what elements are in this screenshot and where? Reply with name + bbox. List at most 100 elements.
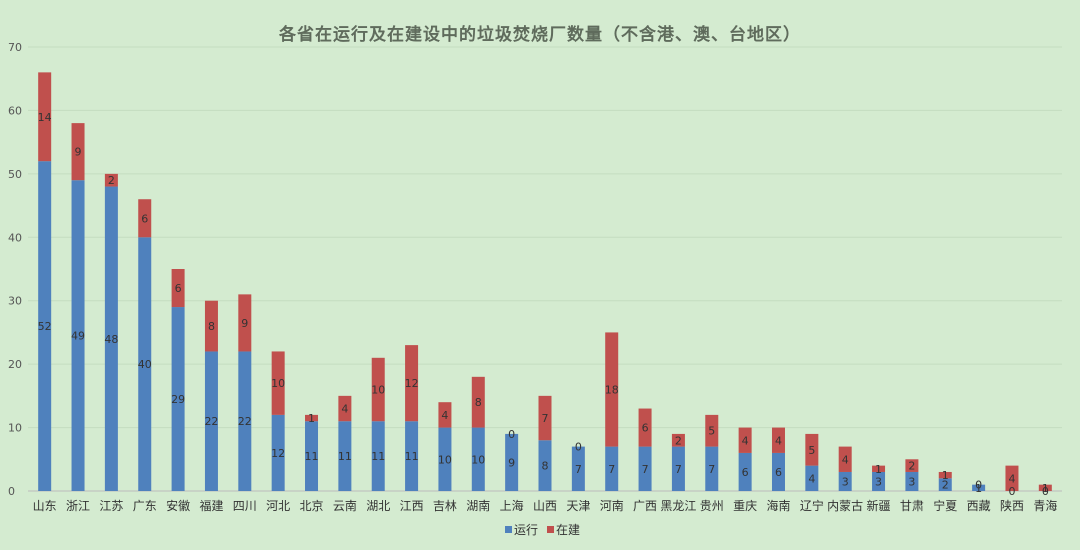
data-label-running: 1 (975, 482, 982, 495)
category-label: 北京 (300, 499, 324, 513)
category-label: 江苏 (99, 499, 123, 513)
category-label: 甘肃 (900, 499, 924, 513)
data-label-construction: 7 (542, 412, 549, 425)
data-label-construction: 6 (141, 212, 148, 225)
category-label: 江西 (400, 499, 424, 513)
legend-label: 运行 (514, 523, 538, 537)
bar-segment-running (638, 446, 652, 491)
y-tick-label: 10 (8, 422, 22, 435)
bar-segment-running (305, 421, 319, 491)
bar-segment-running (71, 180, 85, 491)
data-label-running: 7 (708, 463, 715, 476)
category-label: 新疆 (867, 498, 891, 513)
y-tick-label: 40 (8, 231, 22, 244)
bar-segment-running (938, 478, 952, 491)
data-label-construction: 4 (842, 453, 849, 466)
data-label-running: 11 (338, 450, 352, 463)
bar-segment-construction (671, 433, 685, 447)
bar-segment-construction (705, 414, 719, 447)
category-label: 福建 (199, 498, 223, 513)
bar-segment-construction (204, 300, 218, 352)
data-label-construction: 0 (975, 479, 982, 492)
category-label: 广东 (133, 499, 157, 513)
data-label-construction: 1 (308, 412, 315, 425)
data-label-running: 7 (608, 463, 615, 476)
category-label: 河南 (600, 498, 624, 513)
bar-segment-running (238, 351, 252, 491)
y-tick-label: 60 (8, 104, 22, 117)
bar-segment-running (338, 421, 352, 491)
bar-segment-construction (104, 173, 118, 187)
data-label-construction: 2 (108, 174, 115, 187)
data-label-construction: 18 (605, 384, 619, 397)
bar-segment-construction (171, 269, 185, 308)
data-label-running: 29 (171, 393, 185, 406)
data-label-running: 9 (508, 456, 515, 469)
data-label-running: 7 (675, 463, 682, 476)
y-tick-label: 70 (8, 41, 22, 54)
bar-segment-construction (438, 402, 452, 428)
bar-segment-construction (1038, 484, 1052, 491)
bar-segment-construction (471, 376, 485, 428)
data-label-running: 11 (405, 450, 419, 463)
category-label: 吉林 (433, 499, 457, 513)
data-label-construction: 1 (942, 469, 949, 482)
category-label: 浙江 (66, 499, 90, 513)
bar-segment-running (204, 351, 218, 491)
category-label: 山西 (533, 499, 557, 513)
bar-segment-construction (138, 199, 152, 238)
bar-segment-construction (1005, 465, 1019, 491)
data-label-running: 2 (942, 479, 949, 492)
bar-segment-construction (271, 351, 285, 415)
bar-segment-running (505, 433, 519, 491)
data-label-construction: 4 (1008, 472, 1015, 485)
bar-segment-running (405, 421, 419, 491)
bar-segment-construction (338, 395, 352, 422)
y-tick-label: 20 (8, 358, 22, 371)
data-label-construction: 2 (675, 434, 682, 447)
bar-segment-running (838, 471, 852, 491)
data-label-running: 7 (642, 463, 649, 476)
bar-segment-construction (872, 465, 886, 472)
data-label-construction: 2 (908, 460, 915, 473)
bar-segment-running (438, 427, 452, 491)
bar-segment-running (471, 427, 485, 491)
bar-segment-running (271, 414, 285, 491)
data-label-running: 8 (542, 460, 549, 473)
data-label-construction: 4 (441, 409, 448, 422)
data-label-construction: 1 (1042, 482, 1049, 495)
data-label-running: 49 (71, 330, 85, 343)
category-label: 青海 (1033, 498, 1057, 513)
data-label-construction: 4 (742, 434, 749, 447)
bar-segment-running (705, 446, 719, 491)
bar-segment-running (905, 471, 919, 491)
bar-segment-construction (238, 294, 252, 352)
category-label: 湖南 (466, 498, 490, 513)
category-label: 西藏 (967, 499, 991, 513)
category-label: 四川 (233, 499, 257, 513)
bar-segment-construction (838, 446, 852, 472)
data-label-running: 0 (1042, 485, 1049, 498)
data-label-construction: 5 (708, 425, 715, 438)
data-label-construction: 8 (208, 320, 215, 333)
data-label-construction: 8 (475, 396, 482, 409)
data-label-running: 4 (808, 472, 815, 485)
bar-segment-running (171, 307, 185, 491)
data-label-running: 7 (575, 463, 582, 476)
category-label: 宁夏 (933, 498, 957, 513)
category-label: 山东 (33, 499, 57, 513)
data-label-construction: 6 (175, 282, 182, 295)
category-label: 重庆 (733, 499, 757, 513)
category-label: 云南 (333, 498, 357, 513)
bar-segment-running (138, 237, 152, 491)
data-label-running: 10 (471, 453, 485, 466)
data-label-running: 22 (238, 415, 252, 428)
legend-label: 在建 (556, 523, 580, 537)
bar-segment-construction (71, 123, 85, 181)
data-label-running: 6 (742, 466, 749, 479)
category-label: 辽宁 (800, 498, 824, 513)
bar-segment-running (605, 446, 619, 491)
data-label-running: 0 (1008, 485, 1015, 498)
